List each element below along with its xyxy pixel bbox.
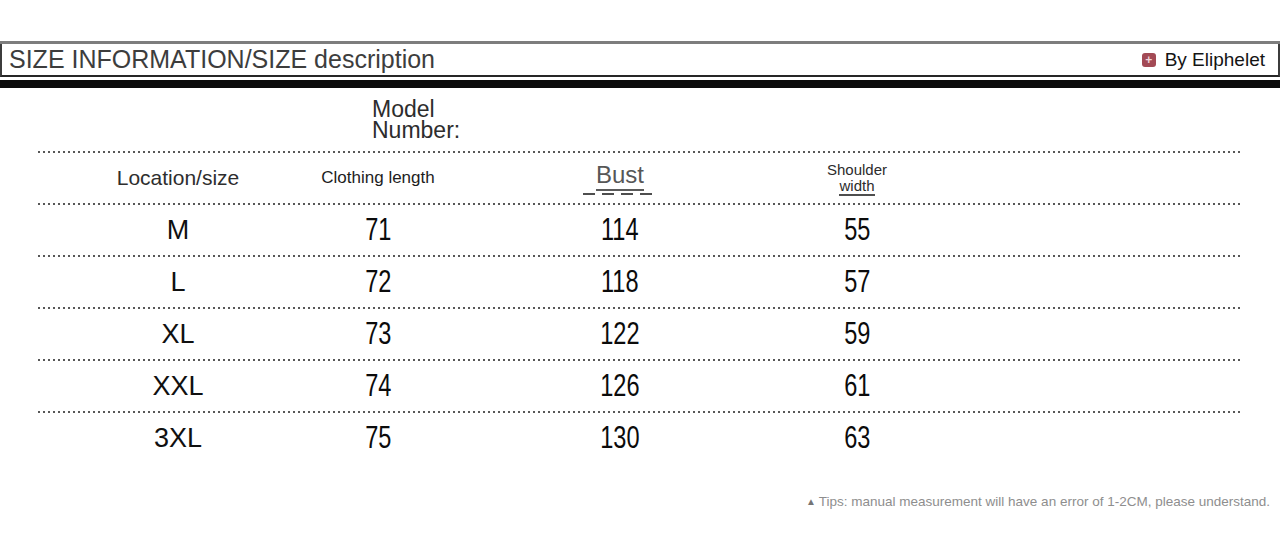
- shoulder-label-line2: width: [839, 177, 874, 196]
- brand-cross-icon: +: [1142, 53, 1156, 67]
- brand-name: By Eliphelet: [1165, 49, 1265, 71]
- shoulder-width-value: 55: [802, 212, 912, 248]
- shoulder-label-line1: Shoulder: [802, 162, 912, 178]
- table-row-m: M 71 114 55: [38, 205, 1240, 255]
- size-label: XL: [38, 319, 318, 350]
- bust-value: 118: [438, 264, 802, 300]
- size-table: Location/size Clothing length Bust Shoul…: [38, 151, 1240, 463]
- bust-underline-dashes: [583, 193, 657, 195]
- bust-value: 114: [438, 212, 802, 248]
- bust-value: 130: [438, 420, 802, 456]
- size-label: XXL: [38, 371, 318, 402]
- table-row-xxl: XXL 74 126 61: [38, 361, 1240, 411]
- title-banner: SIZE INFORMATION/SIZE description + By E…: [0, 44, 1280, 77]
- page-title: SIZE INFORMATION/SIZE description: [9, 45, 435, 74]
- header-thick-divider: [0, 80, 1280, 88]
- clothing-length-value: 74: [318, 368, 438, 404]
- table-row-l: L 72 118 57: [38, 257, 1240, 307]
- tips-text: Tips: manual measurement will have an er…: [819, 494, 1270, 509]
- shoulder-width-value: 59: [802, 316, 912, 352]
- shoulder-width-value: 57: [802, 264, 912, 300]
- model-number-line2: Number:: [372, 120, 460, 141]
- column-header-shoulder-width: Shoulder width: [802, 162, 912, 194]
- size-label: 3XL: [38, 423, 318, 454]
- column-header-clothing-length: Clothing length: [318, 168, 438, 188]
- model-number-label: Model Number:: [372, 99, 460, 141]
- clothing-length-value: 71: [318, 212, 438, 248]
- clothing-length-value: 75: [318, 420, 438, 456]
- bust-value: 122: [438, 316, 802, 352]
- shoulder-width-value: 63: [802, 420, 912, 456]
- brand-badge: + By Eliphelet: [1142, 49, 1265, 71]
- measurement-tips-note: ▲Tips: manual measurement will have an e…: [806, 494, 1270, 509]
- size-label: M: [38, 215, 318, 246]
- size-label: L: [38, 267, 318, 298]
- shoulder-width-value: 61: [802, 368, 912, 404]
- column-header-bust: Bust: [438, 161, 802, 195]
- column-header-location-size: Location/size: [38, 166, 318, 190]
- triangle-marker-icon: ▲: [806, 496, 816, 507]
- table-header-row: Location/size Clothing length Bust Shoul…: [38, 153, 1240, 203]
- bust-value: 126: [438, 368, 802, 404]
- bust-label: Bust: [596, 161, 644, 191]
- clothing-length-value: 73: [318, 316, 438, 352]
- table-row-xl: XL 73 122 59: [38, 309, 1240, 359]
- table-row-3xl: 3XL 75 130 63: [38, 413, 1240, 463]
- clothing-length-value: 72: [318, 264, 438, 300]
